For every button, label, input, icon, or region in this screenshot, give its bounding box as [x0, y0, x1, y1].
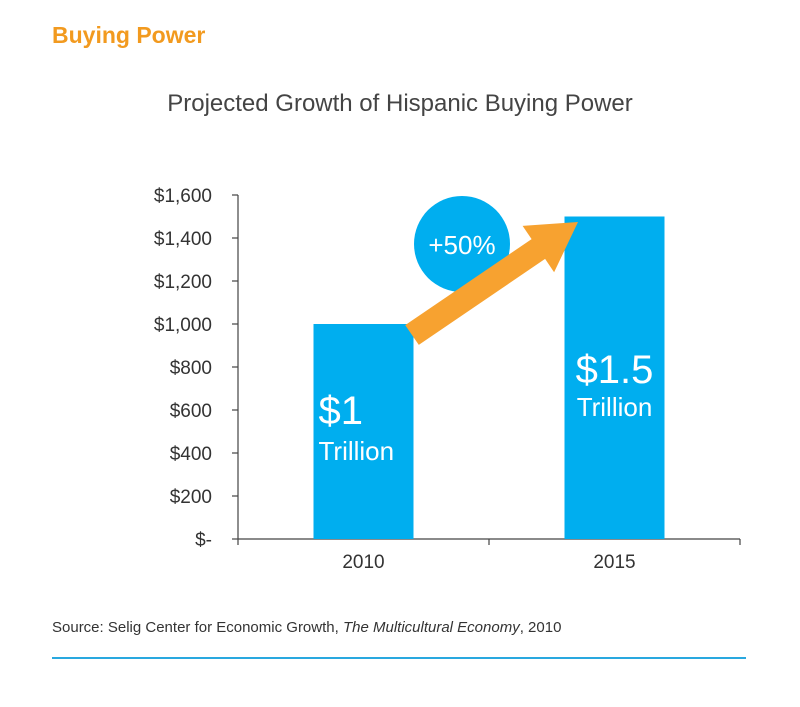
- x-tick-label: 2010: [342, 552, 384, 573]
- y-tick-label: $-: [195, 530, 212, 551]
- y-tick-label: $400: [170, 444, 212, 465]
- y-tick-label: $1,600: [154, 186, 212, 207]
- bar-label-amount: $1: [319, 389, 364, 433]
- y-tick-label: $1,200: [154, 272, 212, 293]
- bar-label-unit: Trillion: [577, 392, 653, 422]
- bottom-rule: [52, 657, 746, 659]
- growth-arrow: [405, 222, 578, 345]
- source-publication: The Multicultural Economy: [342, 619, 520, 636]
- bar-label-unit: Trillion: [319, 436, 395, 466]
- growth-bubble: [414, 196, 510, 292]
- growth-label: +50%: [428, 230, 495, 260]
- source-note: Source: Selig Center for Economic Growth…: [52, 619, 561, 636]
- bar-label-amount: $1.5: [576, 348, 654, 392]
- x-tick-label: 2015: [593, 552, 635, 573]
- source-suffix: , 2010: [519, 619, 562, 636]
- bar-2015: [564, 216, 665, 539]
- chart-title: Projected Growth of Hispanic Buying Powe…: [167, 90, 633, 117]
- y-tick-label: $800: [170, 358, 212, 379]
- y-tick-label: $1,400: [154, 229, 212, 250]
- y-tick-label: $600: [170, 401, 212, 422]
- source-prefix: Source: Selig Center for Economic Growth…: [52, 619, 343, 636]
- y-tick-label: $1,000: [154, 315, 212, 336]
- y-tick-label: $200: [170, 487, 212, 508]
- bar-2010: [313, 324, 414, 539]
- section-heading: Buying Power: [52, 22, 206, 48]
